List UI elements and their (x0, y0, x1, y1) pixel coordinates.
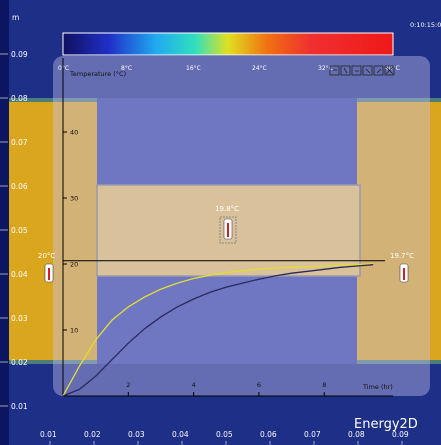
thermometer-left[interactable] (44, 263, 54, 283)
ruler-x-label: 0.08 (348, 430, 365, 439)
left-block-edge-top (0, 98, 97, 102)
graph-toolbar (329, 65, 395, 76)
ruler-y-label: 0.05 (11, 226, 28, 235)
graph-x-tick-label: 6 (257, 381, 261, 389)
ruler-y-label: 0.03 (11, 314, 28, 323)
graph-y-ticks: 10 20 30 40 (63, 129, 78, 335)
thermometer-left-mercury (48, 268, 50, 280)
legend-label-32: 32°C (318, 65, 333, 72)
graph-panel[interactable] (53, 56, 430, 396)
energy2d-logo: Energy2D (354, 417, 418, 432)
legend-label-40: 40°C (385, 65, 400, 72)
graph-x-tick-label: 8 (322, 381, 326, 389)
ruler-x-label: 0.06 (260, 430, 277, 439)
ruler-y-label: 0.09 (11, 50, 28, 59)
thermometer-selection (219, 216, 237, 244)
graph-axes (62, 58, 393, 397)
legend-label-0: 0°C (58, 65, 69, 72)
legend-label-8: 8°C (121, 65, 132, 72)
right-block-edge-top (357, 98, 441, 102)
close-icon-stroke (385, 66, 394, 75)
graph-y-tick-label: 20 (70, 261, 78, 269)
thermometer-center[interactable] (219, 216, 237, 244)
graph-tool-5[interactable] (373, 65, 384, 76)
ruler-x-labels: 0.01 0.02 0.03 0.04 0.05 0.06 0.07 0.08 0.09 (40, 430, 409, 445)
graph-x-ticks: 2 4 6 8 (126, 381, 326, 396)
simulation-clock: 0:10:15:00 (410, 21, 441, 29)
graph-tool-2-icon (343, 67, 348, 74)
ruler-y-label: 0.08 (11, 94, 28, 103)
ruler-y-label: 0.02 (11, 358, 28, 367)
graph-series (62, 263, 374, 397)
graph-y-tick-label: 40 (70, 129, 78, 137)
ruler-x-label: 0.05 (216, 430, 233, 439)
graph-x-tick-label: 4 (192, 381, 196, 389)
color-legend-bar (62, 32, 394, 56)
ruler-x-label: 0.09 (392, 430, 409, 439)
graph-y-tick-label: 30 (70, 195, 78, 203)
graph-ylabel: Temperature (°C) (69, 70, 126, 78)
legend-label-24: 24°C (252, 65, 267, 72)
graph-series-line-1 (62, 263, 374, 397)
graph-xlabel: Time (hr) (362, 383, 393, 391)
ruler-y-label: 0.06 (11, 182, 28, 191)
ruler-y-label: 0.01 (11, 402, 28, 411)
thermometer-right-mercury (403, 268, 405, 280)
graph-close[interactable] (384, 65, 395, 76)
legend-label-16: 16°C (186, 65, 201, 72)
thermometer-right[interactable] (399, 263, 409, 283)
ruler-x-label: 0.01 (40, 430, 57, 439)
ruler-y-labels: 0.09 0.08 0.07 0.06 0.05 0.04 0.03 0.02 0.01 (0, 50, 28, 411)
thermometer-center-reading: 19.8°C (215, 205, 239, 213)
graph-tool-3[interactable] (351, 65, 362, 76)
graph-tool-2[interactable] (340, 65, 351, 76)
ruler-y-label: 0.04 (11, 270, 28, 279)
thermometer-right-reading: 19.7°C (390, 252, 414, 260)
right-heat-block[interactable] (357, 98, 441, 364)
graph-tool-4[interactable] (362, 65, 373, 76)
thermometer-center-mercury (227, 223, 229, 237)
graph-tool-5-icon (376, 68, 382, 74)
color-legend-labels: 0°C 8°C 16°C 24°C 32°C 40°C (58, 65, 400, 72)
graph-tool-4-icon (365, 68, 371, 74)
ruler-x-label: 0.03 (128, 430, 145, 439)
left-block-edge-bottom (0, 360, 97, 364)
left-heat-block[interactable] (0, 98, 97, 364)
graph-y-tick-label: 10 (70, 327, 78, 335)
ruler-y-label: 0.07 (11, 138, 28, 147)
thermometer-left-reading: 20°C (38, 252, 55, 260)
right-block-edge-bottom (357, 360, 441, 364)
ruler-unit: m (12, 13, 19, 22)
graph-series-line-2 (62, 264, 374, 397)
ruler-x-label: 0.02 (84, 430, 101, 439)
ruler-x-label: 0.04 (172, 430, 189, 439)
graph-tool-1[interactable] (329, 65, 340, 76)
graph-x-tick-label: 2 (126, 381, 130, 389)
left-ruler (0, 0, 9, 445)
ruler-x-label: 0.07 (304, 430, 321, 439)
